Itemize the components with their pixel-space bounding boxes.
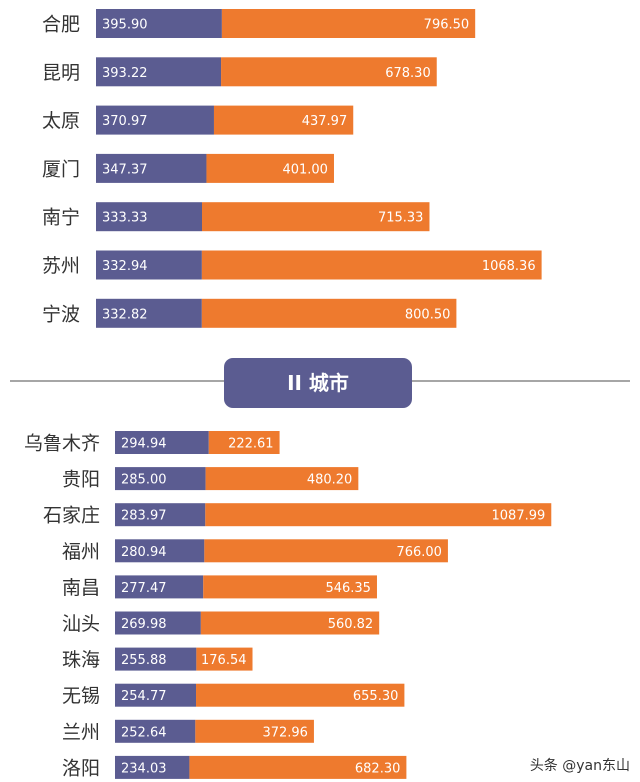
category-label: 无锡 xyxy=(62,685,100,707)
category-label: 南宁 xyxy=(42,207,80,229)
category-label: 兰州 xyxy=(62,721,100,743)
bar-segment-orange xyxy=(201,202,430,232)
data-label-purple: 294.94 xyxy=(121,437,167,452)
category-label: 昆明 xyxy=(42,62,80,84)
data-label-orange: 796.50 xyxy=(424,18,470,33)
data-label-orange: 480.20 xyxy=(307,473,353,488)
bar-segment-purple xyxy=(96,250,202,280)
data-label-orange: 766.00 xyxy=(396,545,442,560)
bar-segment-orange xyxy=(203,575,377,599)
data-label-purple: 395.90 xyxy=(102,18,148,33)
data-label-orange: 401.00 xyxy=(282,162,328,177)
data-label-orange: 546.35 xyxy=(325,581,371,596)
category-label: 汕头 xyxy=(62,613,100,635)
bar-segment-purple xyxy=(115,755,190,779)
section-divider: II 城市 xyxy=(10,358,630,408)
data-label-orange: 678.30 xyxy=(385,66,431,81)
section-badge xyxy=(224,358,412,408)
bar-segment-purple xyxy=(115,575,204,599)
bar-segment-purple xyxy=(115,431,209,454)
data-label-purple: 285.00 xyxy=(121,473,167,488)
data-label-purple: 269.98 xyxy=(121,617,167,632)
bar-segment-orange xyxy=(195,719,314,743)
bar-segment-orange xyxy=(206,153,334,183)
watermark-label: 头条 @yan东山 xyxy=(530,757,630,774)
bar-segment-orange xyxy=(189,755,407,779)
category-label: 苏州 xyxy=(42,255,80,277)
bar-segment-purple xyxy=(96,202,202,232)
data-label-orange: 437.97 xyxy=(302,114,348,129)
data-label-orange: 372.96 xyxy=(262,725,308,740)
category-label: 乌鲁木齐 xyxy=(24,433,100,455)
bar-segment-purple xyxy=(115,647,197,671)
data-label-purple: 254.77 xyxy=(121,689,167,704)
bar-segment-orange xyxy=(221,57,437,87)
data-label-orange: 715.33 xyxy=(378,211,424,226)
data-label-orange: 1087.99 xyxy=(492,509,546,524)
bar-segment-orange xyxy=(205,467,359,491)
category-label: 珠海 xyxy=(62,649,100,671)
data-label-purple: 347.37 xyxy=(102,162,148,177)
data-label-orange: 222.61 xyxy=(228,437,274,452)
data-label-purple: 370.97 xyxy=(102,114,148,129)
bar-segment-purple xyxy=(96,57,222,87)
data-label-orange: 560.82 xyxy=(328,617,374,632)
bar-segment-orange xyxy=(208,431,280,454)
category-label: 石家庄 xyxy=(43,505,100,527)
bar-segment-orange xyxy=(196,647,253,671)
category-label: 合肥 xyxy=(42,14,80,36)
category-label: 南昌 xyxy=(62,577,100,599)
bar-segment-purple xyxy=(96,105,214,135)
category-label: 洛阳 xyxy=(62,757,100,779)
data-label-purple: 255.88 xyxy=(121,653,167,668)
bar-segment-orange xyxy=(213,105,354,135)
category-label: 福州 xyxy=(62,541,100,563)
bar-segment-purple xyxy=(115,719,196,743)
data-label-purple: 333.33 xyxy=(102,211,148,226)
bar-segment-orange xyxy=(196,683,405,707)
data-label-purple: 332.94 xyxy=(102,259,148,274)
tier2-chart-group: 乌鲁木齐 294.94 222.61 贵阳 285.00 480.20 石家庄 283.97 1… xyxy=(24,431,552,779)
data-label-purple: 234.03 xyxy=(121,761,167,776)
data-label-orange: 655.30 xyxy=(353,689,399,704)
data-label-purple: 332.82 xyxy=(102,307,148,322)
data-label-purple: 252.64 xyxy=(121,725,167,740)
bar-segment-orange xyxy=(201,298,457,328)
bar-segment-orange xyxy=(205,503,552,527)
data-label-purple: 277.47 xyxy=(121,581,167,596)
data-label-purple: 283.97 xyxy=(121,509,167,524)
bar-segment-purple xyxy=(96,9,222,38)
bar-segment-purple xyxy=(115,611,201,635)
bar-segment-orange xyxy=(201,250,542,280)
data-label-orange: 1068.36 xyxy=(482,259,536,274)
category-label: 厦门 xyxy=(42,158,80,180)
bar-segment-orange xyxy=(200,611,380,635)
bar-segment-orange xyxy=(204,539,448,563)
tier1-chart-group: 合肥 395.90 796.50 昆明 393.22 678.30 太原 370.97 437.… xyxy=(42,9,542,328)
bar-segment-purple xyxy=(96,153,207,183)
bar-segment-purple xyxy=(96,298,202,328)
data-label-orange: 682.30 xyxy=(355,761,401,776)
bar-segment-purple xyxy=(115,539,205,563)
data-label-purple: 393.22 xyxy=(102,66,148,81)
bar-segment-purple xyxy=(115,467,206,491)
data-label-purple: 280.94 xyxy=(121,545,167,560)
bar-segment-orange xyxy=(221,9,476,38)
category-label: 太原 xyxy=(42,110,80,132)
section-badge-label: II 城市 xyxy=(287,371,349,395)
data-label-orange: 176.54 xyxy=(201,653,247,668)
bar-segment-purple xyxy=(115,503,206,527)
bar-segment-purple xyxy=(115,683,197,707)
category-label: 贵阳 xyxy=(62,469,100,491)
data-label-orange: 800.50 xyxy=(405,307,451,322)
category-label: 宁波 xyxy=(42,303,80,325)
